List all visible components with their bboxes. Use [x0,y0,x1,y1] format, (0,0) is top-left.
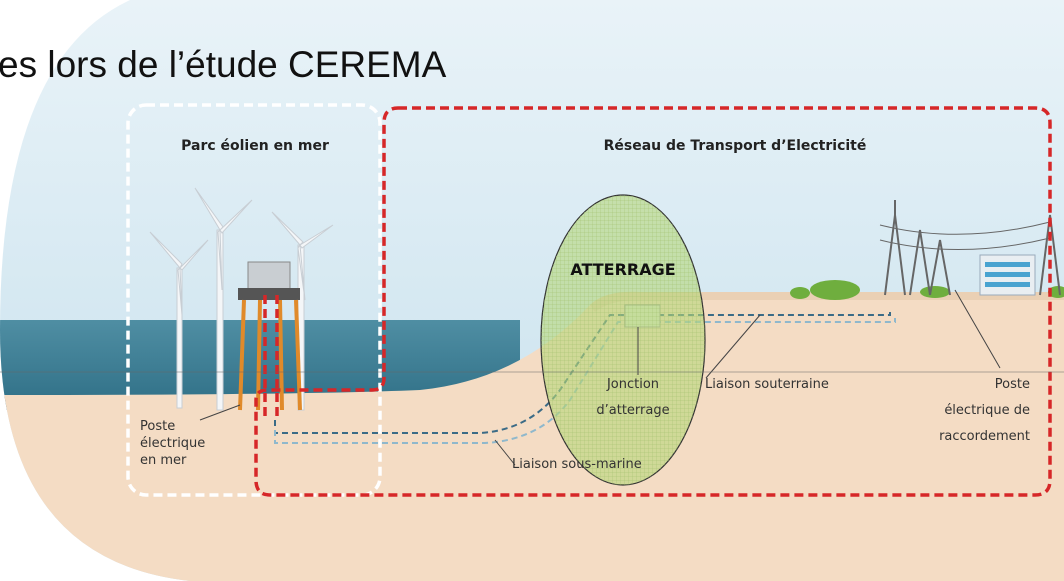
label-line: Poste [995,377,1030,392]
building [979,254,1036,296]
leader-lines [199,289,1001,466]
grid-zone [254,106,1052,497]
platform-link [263,295,279,420]
zone-label: Réseau de Transport d’Electricité [604,138,867,154]
label-line: électrique [140,436,205,451]
land [0,295,1064,581]
label-line: d’atterrage [596,403,669,418]
wind-turbines [149,187,334,411]
landing-label: ATTERRAGE [570,260,675,279]
label-line: électrique de [944,403,1030,418]
title: es lors de l’étude CEREMA [0,44,447,85]
subsea-link-label: Liaison sous-marine [512,457,642,472]
shore [590,291,1064,312]
offshore-substation-label: Poste électrique en mer [140,419,205,468]
underground-link-label: Liaison souterraine [705,377,829,392]
label-line: Poste [140,419,175,434]
offshore-platform [238,261,302,411]
wind-farm-zone [126,103,382,497]
label-line: Jonction [606,377,659,392]
zone-label: Parc éolien en mer [181,138,329,154]
label-line: raccordement [939,429,1030,444]
label-line: en mer [140,453,187,468]
pylons [879,200,1061,296]
landing-texture [541,195,705,485]
